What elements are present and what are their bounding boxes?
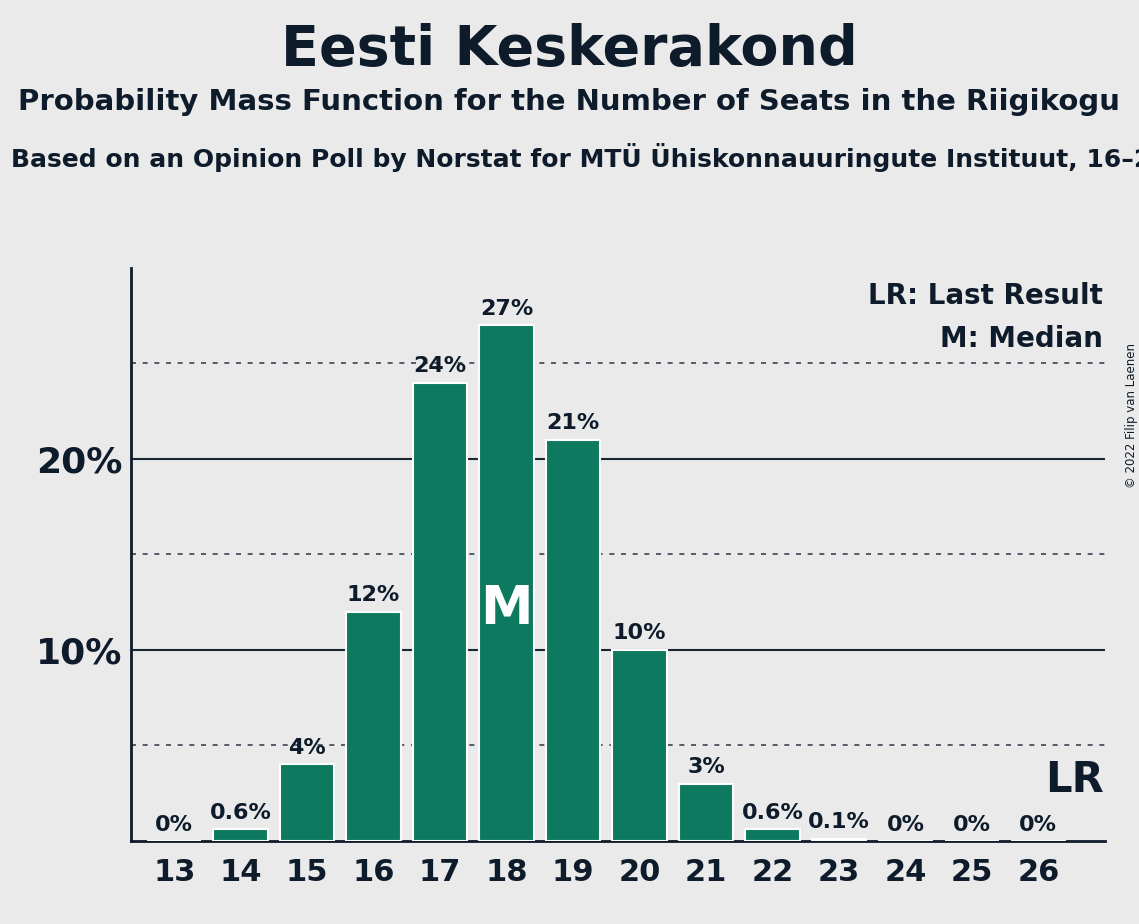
- Text: 3%: 3%: [687, 757, 724, 777]
- Text: 24%: 24%: [413, 356, 467, 376]
- Bar: [745, 830, 800, 841]
- Text: 4%: 4%: [288, 737, 326, 758]
- Bar: [346, 612, 401, 841]
- Bar: [412, 383, 467, 841]
- Bar: [546, 440, 600, 841]
- Text: 27%: 27%: [480, 298, 533, 319]
- Text: © 2022 Filip van Laenen: © 2022 Filip van Laenen: [1124, 344, 1138, 488]
- Bar: [480, 325, 534, 841]
- Text: Probability Mass Function for the Number of Seats in the Riigikogu: Probability Mass Function for the Number…: [18, 88, 1121, 116]
- Bar: [280, 764, 335, 841]
- Text: 0%: 0%: [1019, 815, 1057, 835]
- Text: 0.1%: 0.1%: [808, 812, 870, 833]
- Text: LR: LR: [1046, 759, 1105, 801]
- Text: 12%: 12%: [347, 585, 400, 605]
- Text: 0.6%: 0.6%: [741, 803, 803, 822]
- Text: M: M: [481, 583, 533, 635]
- Text: 0%: 0%: [953, 815, 991, 835]
- Bar: [679, 784, 734, 841]
- Text: 0%: 0%: [155, 815, 194, 835]
- Text: Based on an Opinion Poll by Norstat for MTÜ Ühiskonnauuringute Instituut, 16–23 : Based on an Opinion Poll by Norstat for …: [11, 143, 1139, 172]
- Bar: [213, 830, 268, 841]
- Text: 21%: 21%: [547, 413, 599, 433]
- Text: M: Median: M: Median: [940, 325, 1103, 353]
- Bar: [613, 650, 666, 841]
- Text: 10%: 10%: [613, 623, 666, 643]
- Bar: [812, 839, 866, 841]
- Text: 0.6%: 0.6%: [210, 803, 271, 822]
- Text: 0%: 0%: [886, 815, 925, 835]
- Text: Eesti Keskerakond: Eesti Keskerakond: [281, 23, 858, 77]
- Text: LR: Last Result: LR: Last Result: [868, 283, 1103, 310]
